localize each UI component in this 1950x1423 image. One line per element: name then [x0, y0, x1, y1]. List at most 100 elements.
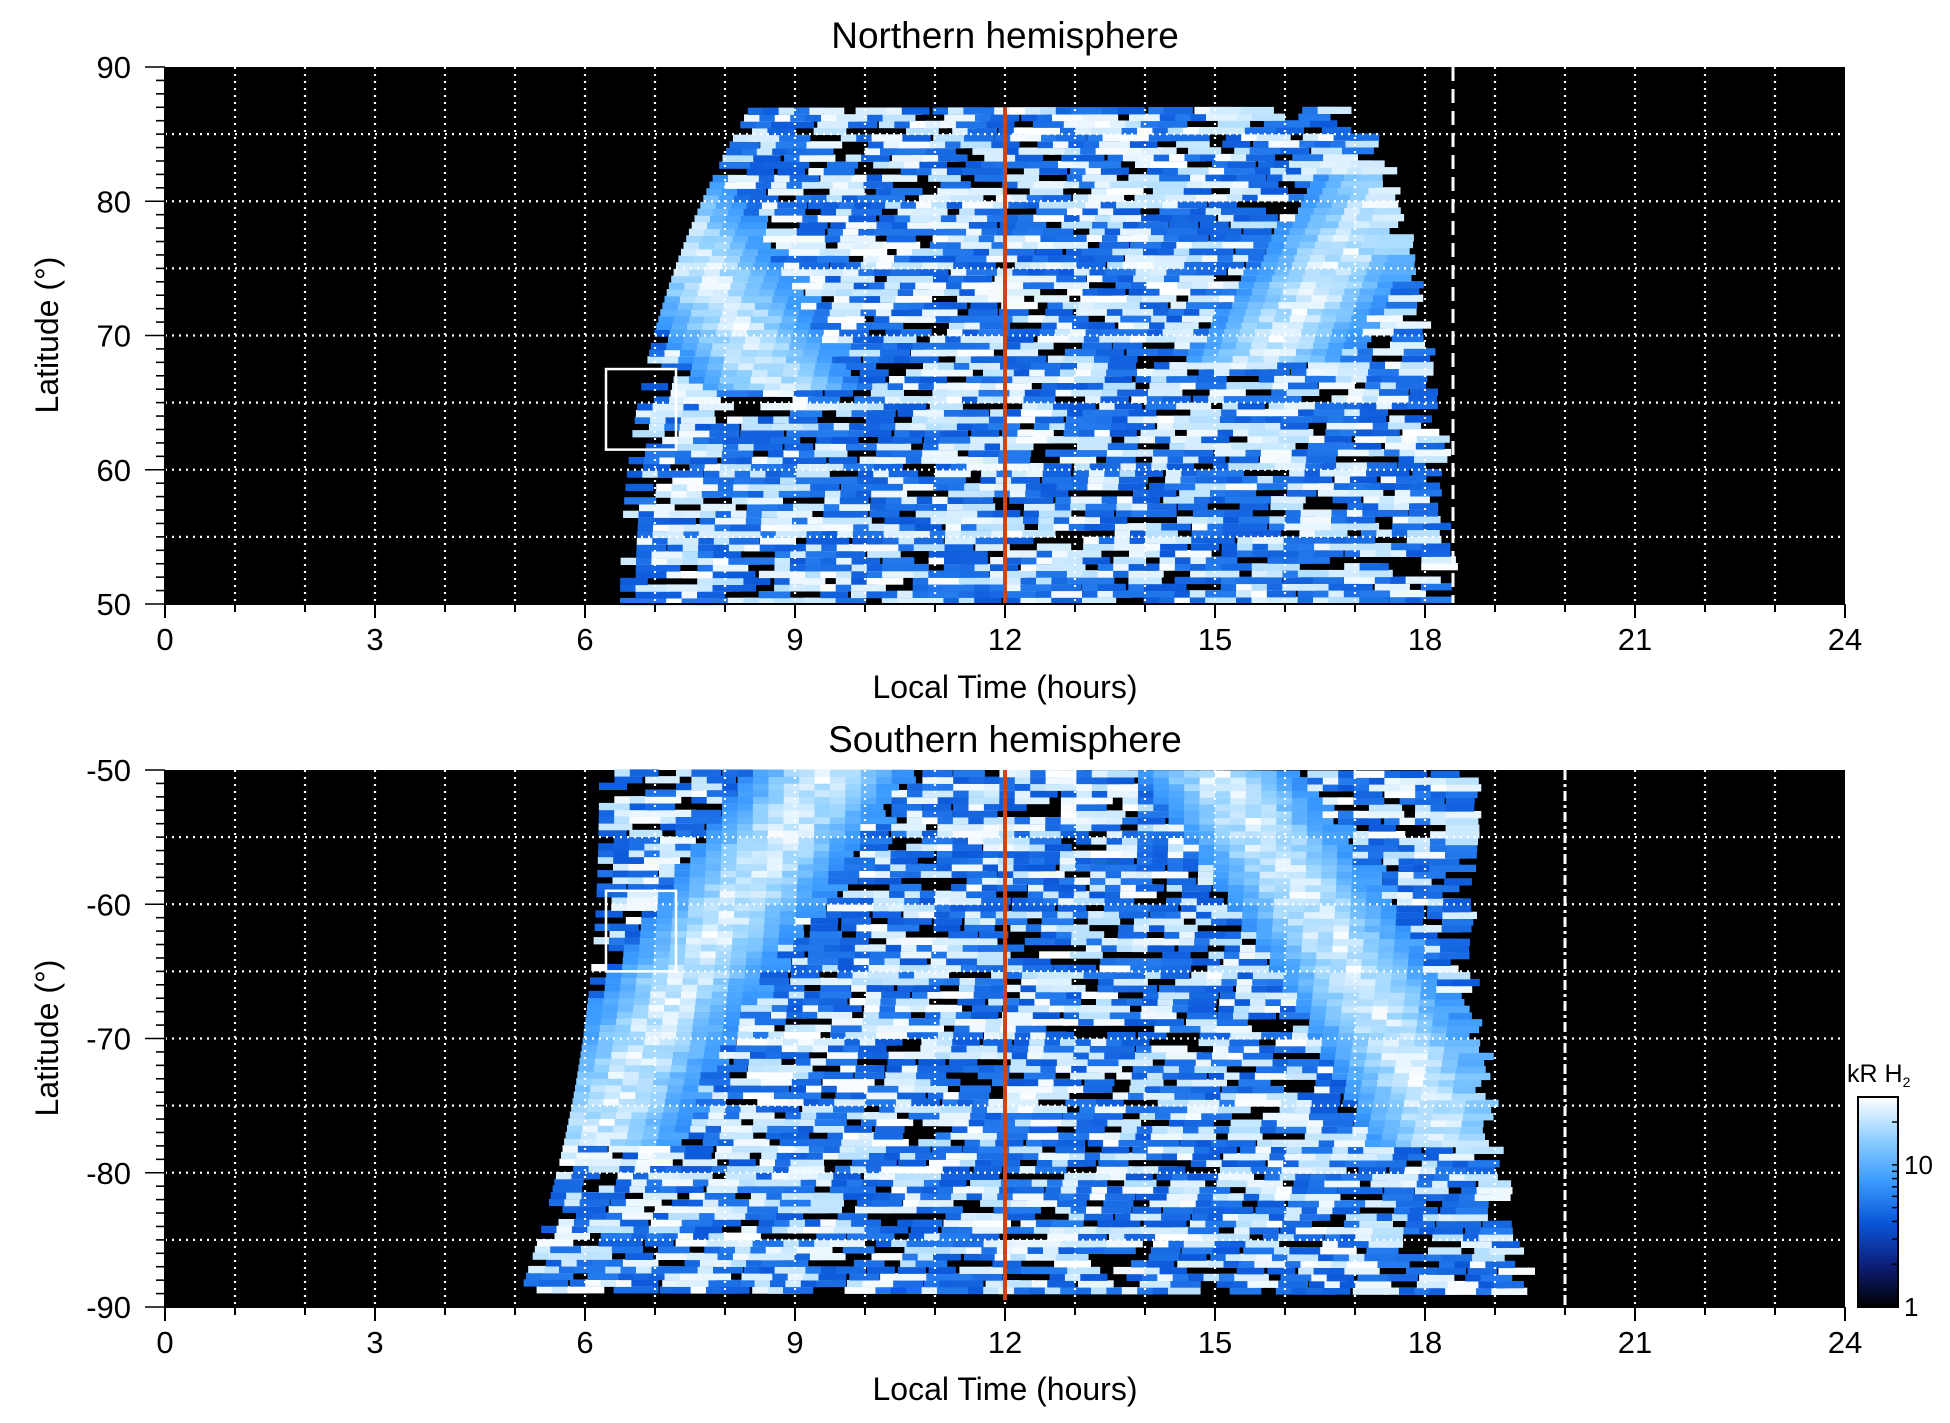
- heatmap-cell: [772, 147, 801, 156]
- heatmap-cell: [729, 336, 754, 344]
- heatmap-cell: [1377, 958, 1405, 966]
- heatmap-cell: [639, 943, 666, 952]
- heatmap-cell: [1236, 596, 1265, 605]
- heatmap-cell: [1218, 1005, 1247, 1013]
- heatmap-cell: [922, 1031, 953, 1039]
- heatmap-cell: [1042, 911, 1073, 919]
- heatmap-cell: [942, 1165, 970, 1174]
- heatmap-cell: [758, 248, 790, 256]
- heatmap-cell: [962, 1145, 993, 1154]
- heatmap-cell: [1440, 1207, 1469, 1215]
- heatmap-cell: [1384, 1032, 1409, 1040]
- heatmap-cell: [1011, 1051, 1040, 1060]
- heatmap-cell: [1184, 1119, 1214, 1127]
- heatmap-cell: [796, 1246, 833, 1254]
- heatmap-cell: [1022, 1078, 1050, 1087]
- heatmap-cell: [668, 1078, 698, 1086]
- heatmap-cell: [1144, 288, 1174, 296]
- heatmap-cell: [1330, 1079, 1358, 1087]
- heatmap-cell: [1183, 187, 1212, 195]
- heatmap-cell: [653, 396, 683, 404]
- heatmap-cell: [683, 336, 713, 344]
- heatmap-cell: [584, 1024, 614, 1032]
- heatmap-cell: [959, 557, 988, 565]
- heatmap-cell: [1189, 985, 1220, 993]
- heatmap-cell: [575, 1084, 600, 1093]
- heatmap-cell: [809, 1253, 846, 1261]
- heatmap-cell: [1359, 1220, 1393, 1228]
- heatmap-cell: [1291, 368, 1322, 376]
- heatmap-cell: [772, 423, 806, 431]
- heatmap-cell: [952, 1239, 983, 1248]
- heatmap-cell: [957, 1098, 986, 1107]
- heatmap-cell: [1302, 1065, 1333, 1074]
- heatmap-cell: [1266, 590, 1296, 598]
- x-tick-label: 24: [1828, 622, 1862, 657]
- heatmap-cell: [1369, 220, 1399, 228]
- heatmap-cell: [1229, 1038, 1260, 1047]
- heatmap-cell: [790, 1085, 818, 1093]
- heatmap-cell: [707, 362, 737, 371]
- heatmap-cell: [1084, 1213, 1114, 1221]
- heatmap-cell: [1366, 1247, 1399, 1255]
- heatmap-cell: [1146, 509, 1177, 518]
- heatmap-cell: [930, 1078, 961, 1086]
- heatmap-cell: [730, 957, 759, 965]
- heatmap-cell: [743, 577, 771, 585]
- heatmap-cell: [1209, 1206, 1238, 1214]
- heatmap-cell: [1315, 1079, 1345, 1087]
- heatmap-cell: [732, 275, 761, 283]
- heatmap-cell: [1044, 1038, 1074, 1046]
- heatmap-cell: [851, 342, 881, 350]
- heatmap-cell: [1194, 496, 1225, 504]
- heatmap-cell: [1049, 1273, 1077, 1281]
- heatmap-cell: [800, 1179, 832, 1187]
- heatmap-cell: [972, 1226, 1008, 1234]
- heatmap-cell: [1408, 395, 1437, 403]
- heatmap-cell: [627, 1044, 658, 1052]
- heatmap-cell: [865, 1098, 898, 1106]
- heatmap-cell: [741, 295, 765, 303]
- heatmap-cell: [1177, 516, 1211, 524]
- heatmap-cell: [649, 349, 680, 357]
- heatmap-cell: [1313, 576, 1344, 584]
- heatmap-cell: [644, 450, 677, 458]
- heatmap-cell: [1209, 496, 1237, 504]
- heatmap-cell: [741, 1004, 775, 1012]
- heatmap-cell: [709, 181, 740, 189]
- heatmap-cell: [1236, 1267, 1265, 1275]
- heatmap-cell: [1284, 281, 1315, 289]
- heatmap-cell: [1301, 1206, 1331, 1215]
- heatmap-cell: [798, 456, 827, 464]
- heatmap-cell: [1194, 931, 1223, 939]
- heatmap-cell: [1322, 1032, 1349, 1040]
- heatmap-cell: [1066, 248, 1094, 256]
- heatmap-cell: [712, 1219, 741, 1227]
- heatmap-cell: [1202, 180, 1238, 189]
- heatmap-cell: [1107, 1186, 1135, 1194]
- heatmap-cell: [1372, 1106, 1401, 1114]
- heatmap-cell: [746, 168, 774, 176]
- heatmap-cell: [1233, 214, 1261, 222]
- heatmap-cell: [1195, 382, 1227, 390]
- heatmap-cell: [1306, 455, 1337, 464]
- heatmap-cell: [1351, 314, 1380, 323]
- heatmap-cell: [1051, 590, 1088, 598]
- heatmap-cell: [810, 924, 838, 932]
- heatmap-cell: [1260, 449, 1298, 457]
- heatmap-cell: [1017, 355, 1047, 363]
- heatmap-cell: [885, 1145, 916, 1153]
- heatmap-cell: [1199, 153, 1229, 162]
- heatmap-cell: [825, 1058, 858, 1066]
- heatmap-cell: [1159, 174, 1190, 182]
- heatmap-cell: [1241, 924, 1272, 933]
- heatmap-cell: [948, 931, 978, 939]
- heatmap-cell: [1001, 1018, 1037, 1026]
- heatmap-cell: [881, 590, 912, 599]
- heatmap-cell: [1339, 1233, 1367, 1241]
- heatmap-cell: [1406, 1086, 1434, 1094]
- heatmap-cell: [1095, 1005, 1130, 1013]
- heatmap-cell: [777, 510, 813, 518]
- heatmap-cell: [870, 389, 904, 397]
- heatmap-cell: [1357, 1274, 1389, 1282]
